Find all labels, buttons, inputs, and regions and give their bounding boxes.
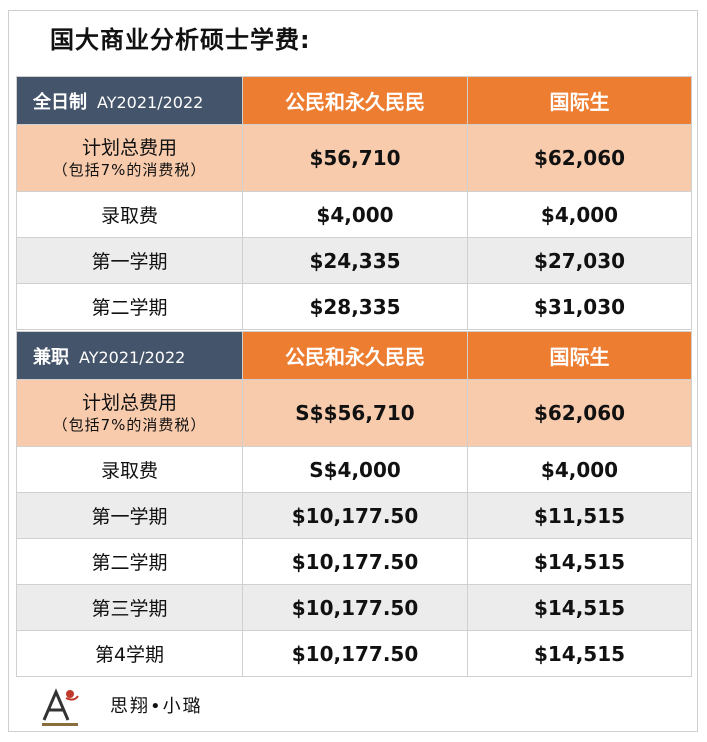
row-label: 第一学期 xyxy=(16,237,243,284)
table-row: 录取费 S$4,000 $4,000 xyxy=(16,446,692,493)
row-international-value: $4,000 xyxy=(467,446,692,493)
row-citizen-value: $4,000 xyxy=(242,191,468,238)
parttime-fee-table: 兼职 AY2021/2022 公民和永久民民 国际生 计划总费用 （包括7%的消费税… xyxy=(16,331,692,677)
row-international-value: $31,030 xyxy=(467,283,692,330)
academic-year: AY2021/2022 xyxy=(97,92,204,112)
brand-logo-icon xyxy=(42,688,79,726)
total-label: 计划总费用 xyxy=(81,136,177,159)
program-name: 全日制 xyxy=(33,91,87,113)
row-label: 录取费 xyxy=(16,446,243,493)
row-label: 第一学期 xyxy=(16,492,243,539)
total-note: （包括7%的消费税） xyxy=(52,160,207,179)
total-label-cell: 计划总费用 （包括7%的消费税） xyxy=(16,379,243,447)
row-label: 第三学期 xyxy=(16,584,243,631)
citizen-column-header: 公民和永久民民 xyxy=(242,331,468,380)
row-citizen-value: $24,335 xyxy=(242,237,468,284)
total-international-value: $62,060 xyxy=(467,124,692,192)
row-label: 录取费 xyxy=(16,191,243,238)
parttime-program-header: 兼职 AY2021/2022 xyxy=(16,331,243,380)
row-citizen-value: $10,177.50 xyxy=(242,584,468,631)
table-row: 第二学期 $28,335 $31,030 xyxy=(16,283,692,330)
parttime-header-row: 兼职 AY2021/2022 公民和永久民民 国际生 xyxy=(16,331,692,380)
table-row: 第一学期 $24,335 $27,030 xyxy=(16,237,692,284)
row-international-value: $14,515 xyxy=(467,538,692,585)
row-international-value: $14,515 xyxy=(467,630,692,677)
row-citizen-value: $28,335 xyxy=(242,283,468,330)
author-signature: 思翔•小璐 xyxy=(110,696,203,717)
fulltime-fee-table: 全日制 AY2021/2022 公民和永久民民 国际生 计划总费用 （包括7%的消费… xyxy=(16,76,692,330)
fulltime-total-row: 计划总费用 （包括7%的消费税） $56,710 $62,060 xyxy=(16,124,692,192)
total-international-value: $62,060 xyxy=(467,379,692,447)
row-citizen-value: $10,177.50 xyxy=(242,630,468,677)
fulltime-program-header: 全日制 AY2021/2022 xyxy=(16,76,243,125)
citizen-column-header: 公民和永久民民 xyxy=(242,76,468,125)
international-column-header: 国际生 xyxy=(467,331,692,380)
academic-year: AY2021/2022 xyxy=(79,347,186,367)
row-label: 第二学期 xyxy=(16,538,243,585)
row-label: 第二学期 xyxy=(16,283,243,330)
total-citizen-value: S$$56,710 xyxy=(242,379,468,447)
row-international-value: $27,030 xyxy=(467,237,692,284)
row-citizen-value: $10,177.50 xyxy=(242,492,468,539)
table-row: 第二学期 $10,177.50 $14,515 xyxy=(16,538,692,585)
footer-divider xyxy=(16,676,691,677)
table-row: 第一学期 $10,177.50 $11,515 xyxy=(16,492,692,539)
table-row: 第4学期 $10,177.50 $14,515 xyxy=(16,630,692,677)
parttime-total-row: 计划总费用 （包括7%的消费税） S$$56,710 $62,060 xyxy=(16,379,692,447)
row-international-value: $14,515 xyxy=(467,584,692,631)
fulltime-header-row: 全日制 AY2021/2022 公民和永久民民 国际生 xyxy=(16,76,692,125)
row-label: 第4学期 xyxy=(16,630,243,677)
international-column-header: 国际生 xyxy=(467,76,692,125)
table-row: 第三学期 $10,177.50 $14,515 xyxy=(16,584,692,631)
row-international-value: $11,515 xyxy=(467,492,692,539)
total-label: 计划总费用 xyxy=(81,391,177,414)
page-title: 国大商业分析硕士学费: xyxy=(50,26,311,54)
row-international-value: $4,000 xyxy=(467,191,692,238)
total-label-cell: 计划总费用 （包括7%的消费税） xyxy=(16,124,243,192)
total-citizen-value: $56,710 xyxy=(242,124,468,192)
total-note: （包括7%的消费税） xyxy=(52,415,207,434)
program-name: 兼职 xyxy=(33,346,69,368)
row-citizen-value: $10,177.50 xyxy=(242,538,468,585)
row-citizen-value: S$4,000 xyxy=(242,446,468,493)
table-row: 录取费 $4,000 $4,000 xyxy=(16,191,692,238)
